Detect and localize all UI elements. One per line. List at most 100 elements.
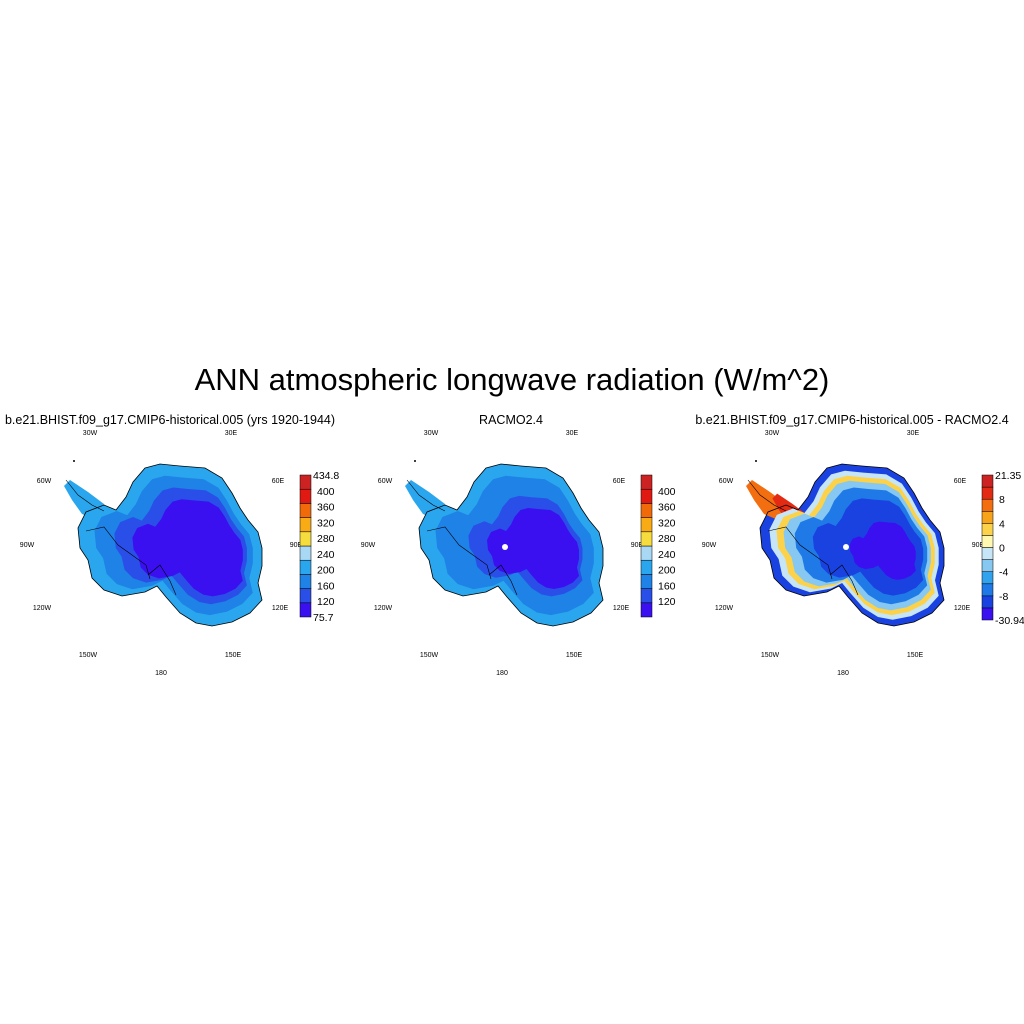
colorbar-tick-label: 360	[658, 502, 676, 514]
colorbar-tick-label: 4	[999, 518, 1005, 530]
longitude-label: 90W	[702, 542, 717, 549]
longitude-label: 30W	[424, 430, 439, 437]
colorbar-tick-label: 120	[317, 596, 335, 608]
colorbar-swatch	[640, 503, 653, 518]
map-field-plateau	[487, 508, 579, 589]
longitude-label: 120E	[954, 605, 971, 612]
colorbar-tick-label: 320	[317, 517, 335, 529]
coastline	[759, 463, 945, 627]
longitude-label: 150W	[420, 652, 439, 659]
colorbar-tick-label: 160	[317, 580, 335, 592]
longitude-label: 30E	[225, 430, 238, 437]
colorbar-min-label: -30.94	[995, 615, 1024, 627]
colorbar-swatch	[299, 602, 312, 618]
grounding-line-ross	[147, 564, 177, 596]
grounding-line-ross	[488, 564, 518, 596]
longitude-label: 90W	[20, 542, 35, 549]
colorbar-swatch	[981, 583, 994, 597]
colorbar-swatch	[640, 545, 653, 561]
longitude-label: 150E	[566, 652, 583, 659]
colorbar-swatch	[981, 511, 994, 524]
longitude-label: 180	[837, 670, 849, 677]
colorbar-swatch	[640, 559, 653, 575]
map-panel-racmo: RACMO2.4 30W 30E 60W 60E 90W 90E 120W 120E 150W 1…	[341, 405, 681, 695]
panel-title: RACMO2.4	[479, 413, 543, 427]
map-panel-difference: b.e21.BHIST.f09_g17.CMIP6-historical.005…	[682, 405, 1024, 695]
colorbar-swatch	[981, 498, 994, 512]
longitude-label: 120W	[715, 605, 734, 612]
map-field-peninsula	[64, 480, 112, 520]
map-panel-model: b.e21.BHIST.f09_g17.CMIP6-historical.005…	[0, 405, 340, 695]
longitude-label: 120W	[33, 605, 52, 612]
colorbar-min-label: 75.7	[313, 612, 334, 624]
colorbar-tick-label: 240	[317, 549, 335, 561]
longitude-label: 30E	[566, 430, 579, 437]
colorbar-swatch	[640, 602, 653, 618]
map-field-pole-hole	[502, 544, 508, 550]
longitude-label: 60W	[37, 478, 52, 485]
page-title: ANN atmospheric longwave radiation (W/m^…	[194, 362, 830, 397]
colorbar-tick-label: 320	[658, 517, 676, 529]
longitude-label: 30W	[765, 430, 780, 437]
colorbar-tick-label: 240	[658, 549, 676, 561]
longitude-label: 180	[155, 670, 167, 677]
colorbar-tick-label: 8	[999, 494, 1005, 506]
colorbar-tick-label: 400	[317, 486, 335, 498]
panel-title: b.e21.BHIST.f09_g17.CMIP6-historical.005…	[4, 413, 336, 427]
colorbar-tick-label: -8	[999, 591, 1008, 603]
longitude-label: 120E	[272, 605, 289, 612]
coastline-peninsula	[65, 479, 105, 512]
longitude-label: 60E	[954, 478, 967, 485]
colorbar-swatch	[299, 574, 312, 589]
colorbar-swatch	[299, 531, 312, 547]
colorbar-swatch	[299, 559, 312, 575]
coastline	[77, 463, 263, 627]
longitude-label: 30E	[907, 430, 920, 437]
coastline-island	[755, 460, 757, 462]
longitude-label: 60E	[272, 478, 285, 485]
colorbar-swatch	[640, 474, 653, 490]
colorbar-swatch	[981, 559, 994, 572]
map-plot: 30W 30E 60W 60E 90W 90E 120W 120E 150W 150E 180 -8 -…	[702, 430, 1024, 677]
colorbar-max-label: 21.35	[995, 470, 1021, 482]
longitude-label: 60E	[613, 478, 626, 485]
colorbar-swatch	[981, 486, 994, 500]
map-plot: 30W 30E 60W 60E 90W 90E 120W 120E 150W 150E 180 120…	[20, 430, 340, 677]
colorbar-swatch	[299, 503, 312, 518]
coastline	[418, 463, 604, 627]
map-field-pole-hole	[843, 544, 849, 550]
longitude-label: 180	[496, 670, 508, 677]
longitude-label: 90E	[631, 542, 644, 549]
coastline-peninsula	[747, 479, 787, 512]
colorbar-swatch	[640, 588, 653, 604]
longitude-label: 60W	[378, 478, 393, 485]
longitude-label: 150E	[907, 652, 924, 659]
colorbar-swatch	[299, 474, 312, 490]
colorbar-tick-label: 160	[658, 580, 676, 592]
longitude-label: 120E	[613, 605, 630, 612]
longitude-label: 60W	[719, 478, 734, 485]
panel-title: b.e21.BHIST.f09_g17.CMIP6-historical.005…	[695, 413, 1009, 427]
grounding-line-ronne	[426, 526, 492, 580]
colorbar-swatch	[981, 571, 994, 585]
colorbar-swatch	[981, 474, 994, 488]
colorbar-tick-label: 0	[999, 543, 1005, 555]
colorbar-tick-label: 120	[658, 596, 676, 608]
coastline-peninsula	[406, 479, 446, 512]
coastline-island	[73, 460, 75, 462]
colorbar-tick-label: 200	[317, 565, 335, 577]
colorbar-swatch	[299, 488, 312, 504]
coastline-island	[414, 460, 416, 462]
colorbar-tick-label: 280	[317, 533, 335, 545]
longitude-label: 90E	[290, 542, 303, 549]
longitude-label: 90W	[361, 542, 376, 549]
colorbar-swatch	[299, 545, 312, 561]
map-field-interior-core	[849, 521, 916, 580]
grounding-line-ronne	[767, 526, 833, 580]
map-field-peninsula	[405, 480, 453, 520]
longitude-label: 150W	[79, 652, 98, 659]
colorbar-swatch	[640, 574, 653, 589]
colorbar-swatch	[640, 531, 653, 547]
map-field-plateau	[132, 499, 243, 597]
map-plot: 30W 30E 60W 60E 90W 90E 120W 120E 150W 150E 180 120…	[361, 430, 676, 677]
